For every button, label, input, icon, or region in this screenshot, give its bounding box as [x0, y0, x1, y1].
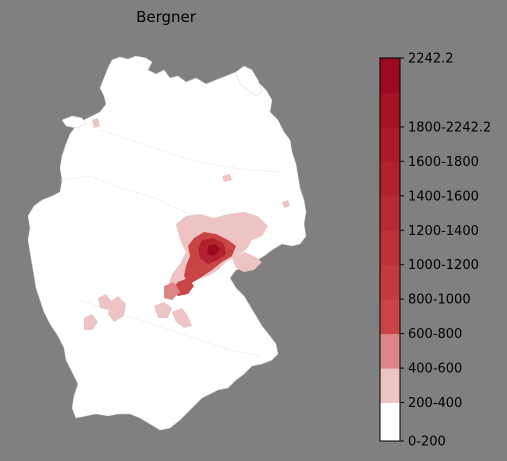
colorbar-tick-label: 1600-1800: [408, 155, 479, 170]
region-north-coast: [92, 118, 100, 128]
region-east-small: [282, 200, 290, 208]
germany-map: [27, 55, 307, 431]
colorbar-tick-label: 800-1000: [408, 293, 471, 308]
region-east-spot: [222, 174, 232, 182]
colorbar-bin-6: [380, 195, 400, 231]
colorbar-bin-8: [380, 126, 400, 162]
colorbar-bin-5: [380, 230, 400, 266]
colorbar-tick-label: 1000-1200: [408, 258, 479, 273]
colorbar-bin-3: [380, 299, 400, 335]
colorbar-tick-label: 1200-1400: [408, 224, 479, 239]
island-north: [235, 65, 263, 97]
colorbar-bin-10: [380, 58, 400, 93]
region-sw-1: [98, 294, 112, 310]
colorbar-tick-label: 1400-1600: [408, 189, 479, 204]
region-thuringia-sw: [164, 282, 180, 300]
island-west-coast: [61, 115, 87, 129]
colorbar-tick-label: 2242.2: [408, 52, 454, 67]
region-bavaria-n2: [172, 308, 192, 328]
colorbar-bin-7: [380, 161, 400, 197]
colorbar-bin-9: [380, 92, 400, 128]
colorbar-bin-1: [380, 368, 400, 403]
colorbar-tick-label: 200-400: [408, 396, 462, 411]
colorbar-bin-4: [380, 264, 400, 300]
region-sw-3: [84, 314, 98, 330]
chart-title: Bergner: [136, 8, 197, 26]
colorbar-tick-label: 400-600: [408, 362, 462, 377]
colorbar: 0-200 200-400 400-600 600-800 800-1000 1000-1…: [379, 52, 491, 450]
region-saxony-east: [232, 252, 262, 272]
colorbar-tick-label: 600-800: [408, 327, 462, 342]
region-thuringia-peak: [207, 244, 220, 256]
colorbar-tick-label: 1800-2242.2: [408, 120, 491, 135]
colorbar-frame: [379, 57, 401, 442]
colorbar-bin-0: [380, 402, 400, 442]
colorbar-bin-2: [380, 333, 400, 369]
region-sw-2: [108, 296, 126, 322]
river-north: [99, 129, 281, 173]
region-bavaria-n1: [154, 302, 172, 318]
colorbar-tick-label: 0-200: [408, 435, 446, 450]
